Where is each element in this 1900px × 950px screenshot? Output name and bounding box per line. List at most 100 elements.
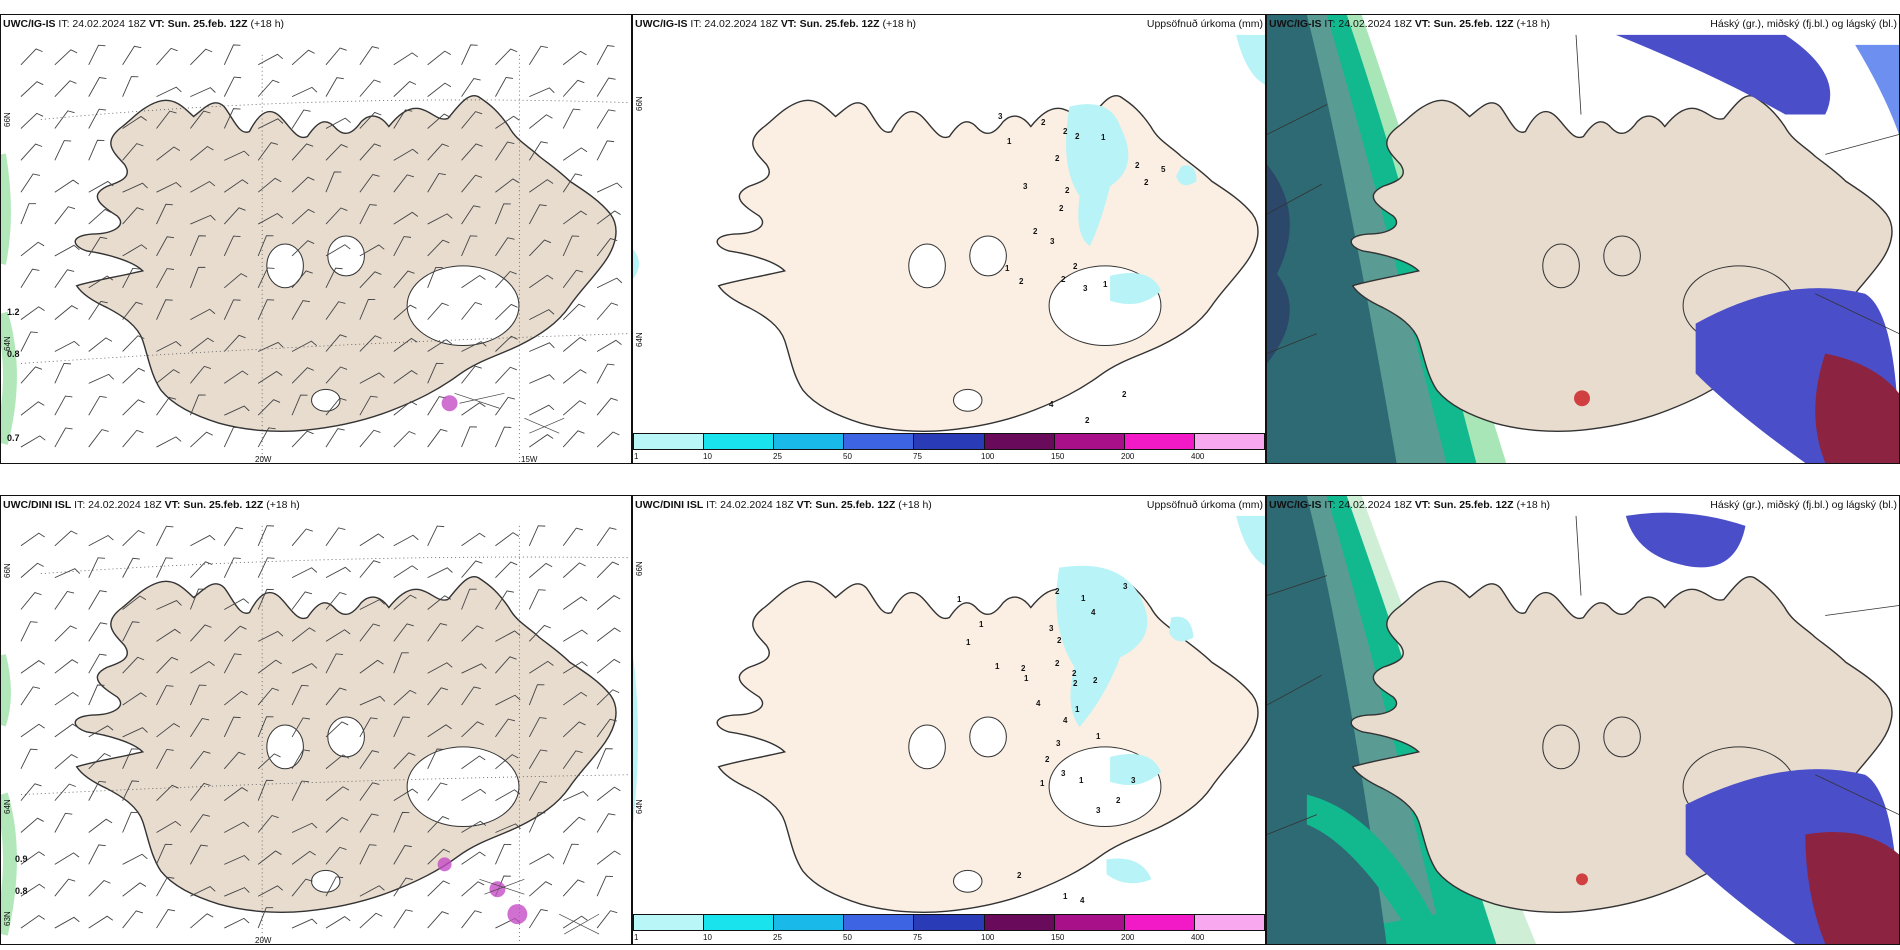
wind-barb <box>156 203 173 225</box>
wind-barb <box>54 852 80 865</box>
colorbar-tick: 10 <box>703 933 712 942</box>
wind-barb <box>257 142 278 161</box>
wind-barb <box>122 244 148 257</box>
wind-barb <box>562 336 587 352</box>
wind-barb <box>88 139 105 161</box>
precip-value-label: 2 <box>1075 132 1080 141</box>
wind-barb <box>54 530 78 547</box>
wind-barb <box>291 394 308 416</box>
wind-barb <box>291 143 314 161</box>
precip-value-label: 3 <box>1083 284 1088 293</box>
wind-barb <box>20 268 40 289</box>
wind-barb <box>596 875 614 897</box>
wind-barb <box>427 880 450 897</box>
wind-barb <box>596 718 617 738</box>
wind-barb <box>88 557 106 578</box>
wind-barb <box>291 850 316 865</box>
wind-barb <box>20 48 43 66</box>
wind-barb <box>393 148 419 161</box>
wind-barb <box>54 754 78 770</box>
wind-barb <box>359 695 386 706</box>
precip-value-label: 3 <box>1131 776 1136 785</box>
wind-barb <box>596 910 618 929</box>
wind-barb <box>325 301 346 320</box>
wind-barb <box>495 718 516 738</box>
cloud-map-panel-bottom: UWC/IG-IS IT: 24.02.2024 18Z VT: Sun. 25… <box>1266 495 1900 945</box>
wind-barb <box>54 49 78 66</box>
wind-barb <box>393 430 416 448</box>
wind-barb <box>257 659 282 674</box>
wind-barb <box>461 274 486 289</box>
wind-barb <box>257 212 284 225</box>
wind-barb <box>122 143 144 161</box>
wind-barb <box>359 335 382 352</box>
wind-barb <box>596 527 617 547</box>
wind-barb <box>122 207 144 225</box>
colorbar-swatch <box>844 434 915 449</box>
wind-barb <box>461 820 487 833</box>
wind-barb <box>562 816 586 833</box>
wind-barb <box>190 48 213 66</box>
colorbar-tick-labels-bottom: 1 10 25 50 75 100 150 200 400 <box>633 933 1265 943</box>
contour-label: 0.8 <box>7 349 20 359</box>
wind-barb <box>122 910 144 929</box>
wind-barb <box>122 115 147 129</box>
wind-panel-header-top: UWC/IG-IS IT: 24.02.2024 18Z VT: Sun. 25… <box>3 18 285 30</box>
wind-barb <box>359 912 383 929</box>
wind-barb <box>291 663 318 674</box>
wind-barb <box>223 426 241 448</box>
wind-barb <box>291 780 309 801</box>
wind-barb <box>529 660 554 674</box>
wind-barb <box>20 723 45 738</box>
wind-barb <box>88 77 107 97</box>
wind-barb <box>427 595 452 610</box>
wind-barb <box>596 339 622 352</box>
colorbar-tick: 75 <box>913 933 922 942</box>
cloud-panel-title-bottom: Háský (gr.), miðský (fj.bl.) og lágský (… <box>1710 499 1897 511</box>
colorbar-swatch <box>1054 434 1125 449</box>
wind-barb <box>156 784 179 801</box>
wind-barb <box>596 748 613 769</box>
wind-barb <box>291 340 318 352</box>
wind-barb <box>393 401 418 416</box>
wind-barb <box>224 273 248 289</box>
wind-barb <box>223 76 242 97</box>
wind-barb <box>393 716 410 738</box>
wind-barb <box>562 369 587 384</box>
wind-barb <box>223 557 241 578</box>
wind-barb <box>461 174 483 193</box>
wind-barb <box>88 879 111 897</box>
wind-barb <box>359 395 378 416</box>
precip-value-label: 1 <box>1101 133 1106 142</box>
wind-barb <box>190 214 216 225</box>
wind-barb <box>20 143 43 161</box>
wind-barb <box>562 915 588 929</box>
wind-barb <box>257 630 284 642</box>
wind-barb <box>122 267 140 288</box>
wind-barb <box>562 50 587 66</box>
wind-barb <box>88 180 114 193</box>
wind-barb <box>122 529 145 547</box>
wind-barb <box>427 748 445 769</box>
wind-barb <box>562 147 588 161</box>
wind-panel-header-bottom: UWC/DINI ISL IT: 24.02.2024 18Z VT: Sun.… <box>3 499 300 511</box>
wind-barb <box>461 235 478 257</box>
wind-barb <box>427 50 452 66</box>
wind-barb <box>224 787 249 801</box>
wind-barb <box>359 717 378 738</box>
wind-barb <box>393 304 417 320</box>
colorbar-tick: 400 <box>1191 452 1205 461</box>
wind-barb <box>223 751 246 770</box>
precip-value-label: 3 <box>1056 739 1061 748</box>
wind-barb <box>224 821 250 833</box>
wind-barb <box>562 629 588 642</box>
wind-barb <box>257 779 274 801</box>
wind-barb <box>224 598 250 610</box>
wind-barb <box>20 686 41 706</box>
wind-barb <box>20 851 45 865</box>
wind-barb <box>325 117 351 129</box>
wind-barb <box>596 277 623 289</box>
wind-barb <box>495 178 520 193</box>
wind-barb <box>257 79 280 97</box>
wind-barb <box>54 244 80 257</box>
